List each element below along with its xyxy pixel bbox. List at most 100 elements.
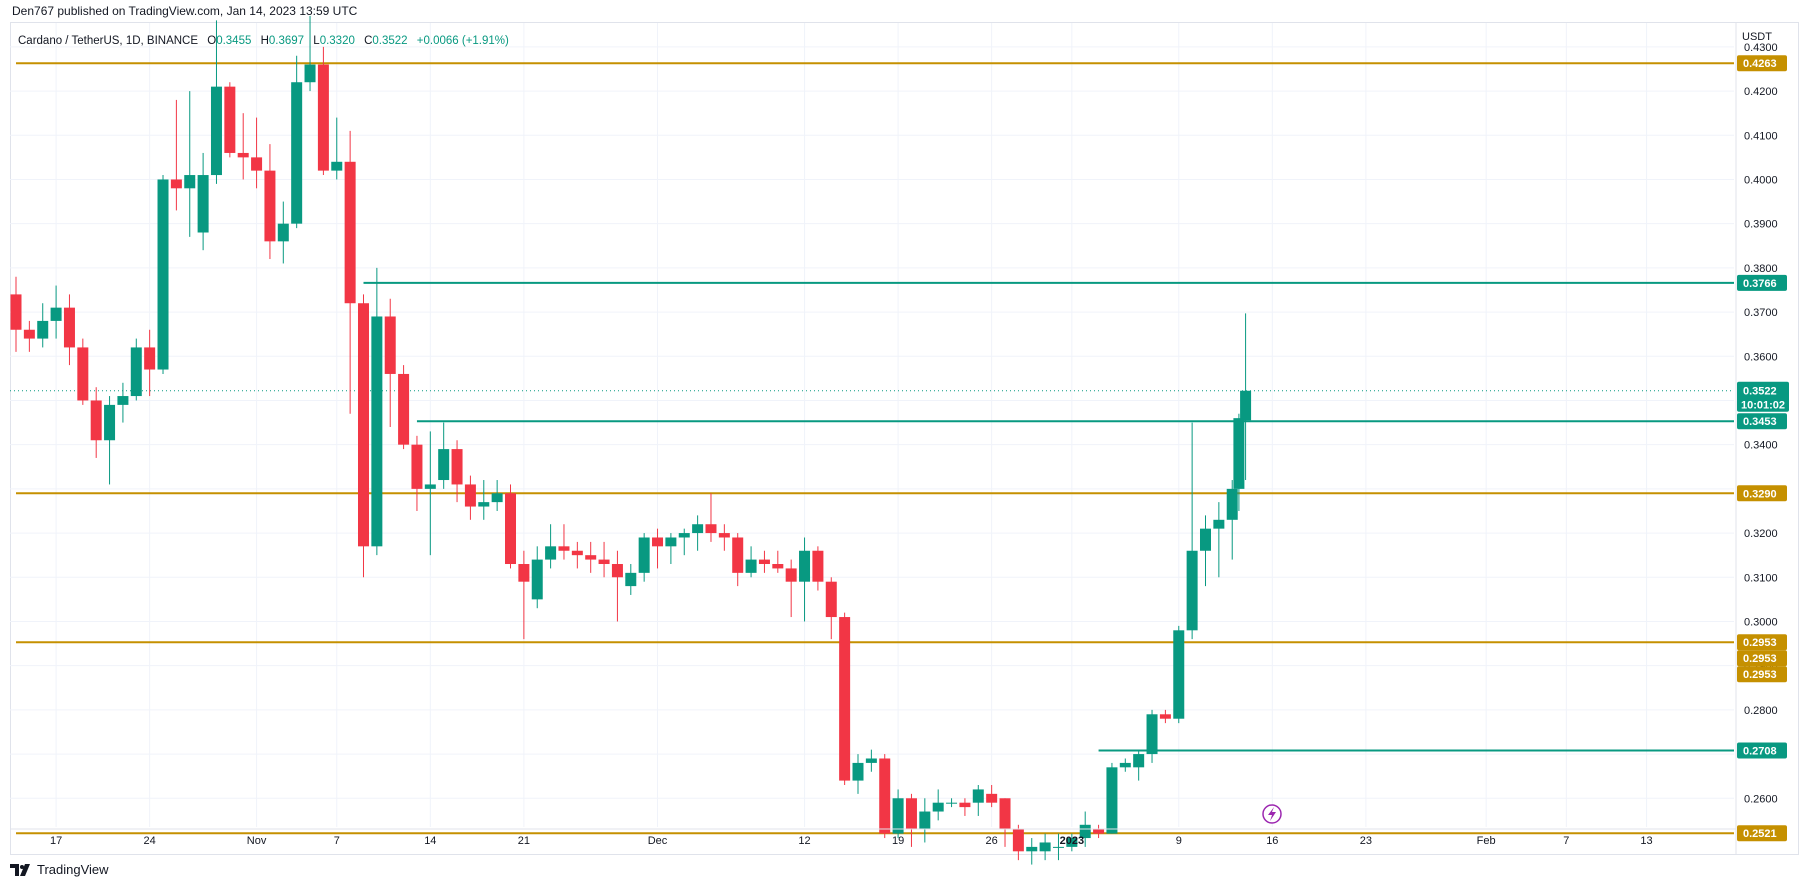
price-tick-label: 0.4200 bbox=[1744, 86, 1778, 98]
price-tick-label: 0.4100 bbox=[1744, 130, 1778, 142]
time-tick-label: 14 bbox=[424, 835, 436, 847]
candle-body bbox=[678, 533, 690, 538]
level-price-tag-bg bbox=[1737, 55, 1787, 72]
candle-body bbox=[1039, 842, 1051, 852]
candle-body bbox=[839, 617, 851, 781]
candle-body bbox=[317, 64, 329, 171]
time-tick-label: 17 bbox=[50, 835, 62, 847]
candle-body bbox=[63, 307, 75, 348]
candle-body bbox=[264, 170, 276, 242]
candle-body bbox=[999, 798, 1011, 830]
candle-body bbox=[1093, 829, 1105, 834]
level-price-tag: 0.2708 bbox=[1743, 746, 1777, 758]
candle-body bbox=[491, 493, 503, 503]
level-price-tag-bg bbox=[1737, 666, 1787, 683]
current-price-tag-bg bbox=[1737, 381, 1789, 412]
candle-body bbox=[852, 762, 864, 781]
candle-body bbox=[986, 793, 998, 803]
flash-icon[interactable] bbox=[1262, 804, 1282, 824]
time-tick-label: 2023 bbox=[1060, 835, 1084, 847]
candle-body bbox=[799, 550, 811, 582]
candle-body bbox=[785, 568, 797, 582]
candle-body bbox=[1119, 762, 1131, 768]
footer[interactable]: TradingView bbox=[10, 862, 109, 877]
candle-body bbox=[224, 86, 236, 153]
candle-body bbox=[705, 524, 717, 534]
level-price-tag-bg bbox=[1737, 485, 1787, 502]
time-tick-label: 7 bbox=[334, 835, 340, 847]
price-tags: 0.4263 0.3766 0.3453 0.3290 0.2953 0.2708 0.25… bbox=[1737, 55, 1789, 842]
price-tick-label: 0.3600 bbox=[1744, 351, 1778, 363]
candle-body bbox=[210, 86, 222, 176]
change-value: +0.0066 (+1.91%) bbox=[416, 35, 509, 47]
candle-body bbox=[424, 484, 436, 489]
time-tick-label: 24 bbox=[144, 835, 156, 847]
published-by-text: Den767 published on TradingView.com, Jan… bbox=[12, 4, 358, 18]
candles bbox=[10, 15, 1252, 865]
candle-body bbox=[892, 798, 904, 834]
high-value: 0.3697 bbox=[268, 35, 305, 47]
level-price-tag: 0.2953 bbox=[1743, 637, 1777, 649]
horizontal-levels bbox=[10, 62, 1734, 835]
candle-body bbox=[144, 347, 156, 370]
candle-body bbox=[277, 223, 289, 242]
level-price-tag: 0.3290 bbox=[1743, 488, 1777, 500]
candle-body bbox=[652, 537, 664, 547]
tradingview-brand: TradingView bbox=[37, 862, 109, 877]
candle-body bbox=[478, 502, 490, 507]
candle-body bbox=[745, 559, 757, 573]
candle-body bbox=[718, 533, 730, 538]
candle-body bbox=[384, 316, 396, 374]
candle-body bbox=[518, 564, 530, 582]
symbol-name[interactable]: Cardano / TetherUS, 1D, BINANCE bbox=[18, 35, 199, 47]
level-price-tag-bg bbox=[1737, 413, 1787, 430]
candle-body bbox=[1026, 846, 1038, 852]
candle-body bbox=[1146, 714, 1158, 755]
candle-body bbox=[531, 559, 543, 600]
candle-body bbox=[1240, 390, 1252, 421]
candle-body bbox=[598, 559, 610, 565]
candle-body bbox=[398, 373, 410, 445]
price-tick-label: 0.3900 bbox=[1744, 219, 1778, 231]
candle-body bbox=[1186, 550, 1198, 631]
candle-body bbox=[304, 64, 316, 83]
candle-body bbox=[865, 758, 877, 763]
level-price-tag: 0.4263 bbox=[1743, 58, 1777, 70]
grid-lines bbox=[10, 23, 1734, 827]
candle-body bbox=[197, 175, 209, 233]
candle-body bbox=[1012, 829, 1024, 852]
candle-body bbox=[1199, 528, 1211, 551]
candle-body bbox=[1226, 488, 1238, 520]
level-price-tag: 0.2953 bbox=[1743, 653, 1777, 665]
candle-body bbox=[825, 581, 837, 618]
candle-body bbox=[451, 449, 463, 485]
time-tick-label: Feb bbox=[1477, 835, 1496, 847]
time-tick-label: Dec bbox=[648, 835, 668, 847]
tradingview-logo-icon bbox=[10, 863, 30, 876]
candle-body bbox=[558, 546, 570, 551]
candle-body bbox=[1066, 838, 1078, 847]
price-tick-label: 0.3100 bbox=[1744, 572, 1778, 584]
price-tick-label: 0.3800 bbox=[1744, 263, 1778, 275]
close-value: 0.3522 bbox=[372, 35, 408, 47]
level-price-tag: 0.2521 bbox=[1743, 828, 1777, 840]
candle-body bbox=[625, 572, 637, 587]
candle-body bbox=[692, 524, 704, 534]
level-price-tag: 0.2953 bbox=[1743, 669, 1777, 681]
candle-body bbox=[772, 564, 784, 569]
price-tick-label: 0.3400 bbox=[1744, 440, 1778, 452]
candle-body bbox=[905, 798, 917, 830]
time-tick-label: 26 bbox=[986, 835, 998, 847]
price-tick-label: 0.4000 bbox=[1744, 174, 1778, 186]
candle-body bbox=[357, 303, 369, 547]
candle-body bbox=[1159, 714, 1171, 719]
price-tick-label: 0.3000 bbox=[1744, 616, 1778, 628]
open-value: 0.3455 bbox=[216, 35, 252, 47]
candle-body bbox=[879, 758, 891, 834]
time-tick-label: 13 bbox=[1640, 835, 1652, 847]
time-tick-label: 12 bbox=[798, 835, 810, 847]
candle-body bbox=[932, 802, 944, 812]
candle-body bbox=[946, 802, 958, 804]
candle-body bbox=[344, 161, 356, 304]
